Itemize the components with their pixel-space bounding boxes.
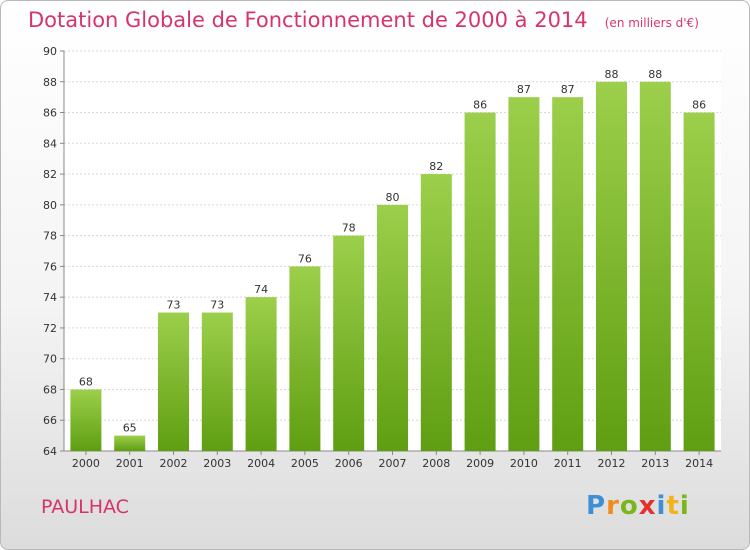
y-tick-label: 82 [43,168,57,181]
bar-value-label: 82 [429,160,443,173]
logo-letter: i [656,491,667,521]
bar [464,112,496,452]
x-tick-label: 2008 [422,457,450,470]
logo-letter: P [586,491,607,521]
bar [245,297,277,451]
bar [201,312,233,451]
chart-title: Dotation Globale de Fonctionnement de 20… [28,8,588,32]
bar-value-label: 80 [386,191,400,204]
x-tick-label: 2005 [291,457,319,470]
bar [377,204,408,451]
x-tick-label: 2001 [116,457,144,470]
bar-value-label: 88 [648,68,662,81]
y-tick-label: 80 [43,199,57,212]
y-tick-label: 88 [43,76,57,89]
x-tick-label: 2014 [685,457,713,470]
y-tick-label: 64 [43,445,57,458]
x-tick-label: 2011 [554,457,582,470]
title-row: Dotation Globale de Fonctionnement de 20… [28,8,699,32]
bar [114,435,146,451]
bar-value-label: 76 [298,252,312,265]
x-tick-label: 2003 [203,457,231,470]
bar-value-label: 65 [123,422,137,435]
x-tick-label: 2010 [510,457,538,470]
bar-value-label: 68 [79,375,93,388]
x-tick-label: 2013 [641,457,669,470]
logo-letter: r [606,491,620,521]
x-tick-label: 2006 [335,457,363,470]
logo-letter: x [638,491,657,521]
x-tick-label: 2007 [379,457,407,470]
bar [508,97,540,452]
y-tick-label: 84 [43,137,57,150]
x-tick-label: 2012 [598,457,626,470]
bar-value-label: 87 [517,83,531,96]
logo-letter: i [679,491,690,521]
logo-letter: o [619,491,639,521]
proxiti-logo: Proxiti [586,491,690,521]
bar-value-label: 74 [254,283,268,296]
y-tick-label: 86 [43,107,57,120]
x-tick-label: 2009 [466,457,494,470]
x-tick-label: 2000 [72,457,100,470]
bar-value-label: 73 [167,299,181,312]
bar-value-label: 78 [342,222,356,235]
bar [596,81,627,452]
bar [158,312,189,451]
y-tick-label: 76 [43,260,57,273]
bar [333,235,365,451]
bar-value-label: 86 [473,99,487,112]
y-tick-label: 90 [43,45,57,58]
bar [552,97,584,452]
y-tick-label: 78 [43,230,57,243]
x-tick-label: 2002 [160,457,188,470]
bar-value-label: 73 [210,299,224,312]
y-tick-label: 70 [43,353,57,366]
bar-value-label: 87 [561,83,575,96]
chart-subtitle: (en milliers d'€) [604,16,699,30]
bar [683,112,715,452]
y-tick-label: 72 [43,322,57,335]
logo-letter: t [666,491,680,521]
bar-value-label: 86 [692,99,706,112]
y-tick-label: 74 [43,291,57,304]
bar [639,81,671,452]
commune-name: PAULHAC [41,496,129,518]
bar-value-label: 88 [605,68,619,81]
bar [289,266,321,451]
x-tick-label: 2004 [247,457,275,470]
y-tick-label: 68 [43,383,57,396]
bar [420,174,452,452]
bar [70,389,102,451]
y-tick-label: 66 [43,414,57,427]
